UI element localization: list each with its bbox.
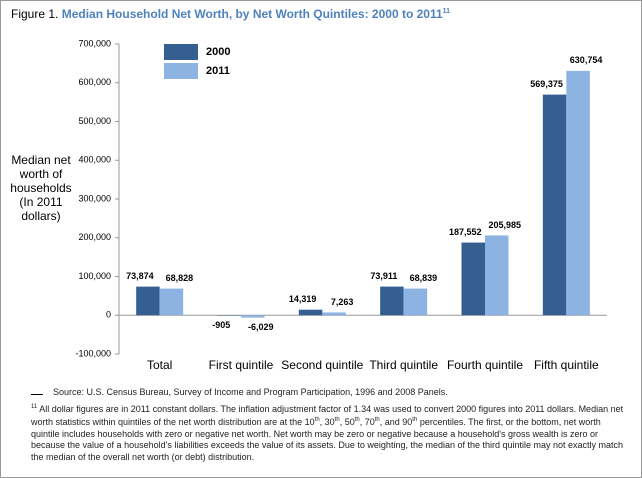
x-tick-label: Total [147, 358, 172, 372]
value-label: 68,839 [410, 273, 438, 283]
footnote-text: percentiles. The first, or the bottom, n… [31, 417, 624, 462]
footnote-text: , and 90 [379, 417, 413, 427]
y-tick-label: 100,000 [78, 271, 111, 281]
y-axis-label: dollars) [21, 209, 60, 223]
y-axis-label: Median net [11, 153, 71, 167]
bar [298, 309, 323, 316]
bar [380, 286, 404, 316]
value-label: 73,911 [370, 271, 397, 281]
y-tick-label: -100,000 [75, 348, 111, 358]
bar [136, 286, 160, 316]
value-label: -905 [212, 320, 230, 330]
footnote-text: th [314, 417, 320, 423]
y-tick-label: 500,000 [78, 116, 111, 126]
x-tick-label: Fourth quintile [447, 358, 523, 372]
y-tick-label: 600,000 [78, 77, 111, 87]
legend-label: 2000 [206, 46, 230, 58]
figure-label: Figure 1. [11, 7, 59, 21]
value-label: 205,985 [488, 220, 521, 230]
value-label: 14,319 [289, 294, 317, 304]
value-label: 73,874 [126, 271, 154, 281]
source: Source: U.S. Census Bureau, Survey of In… [53, 387, 448, 397]
footnote: 11 All dollar figures are in 2011 consta… [31, 402, 631, 464]
y-tick-label: 400,000 [78, 155, 111, 165]
footnote-text: th [334, 417, 340, 423]
value-label: -6,029 [248, 322, 274, 332]
bar [566, 70, 590, 316]
source-line: Source: U.S. Census Bureau, Survey of In… [31, 387, 631, 399]
source-rule [31, 394, 43, 395]
bar [461, 242, 485, 316]
legend-swatch [164, 63, 198, 79]
bar [322, 312, 346, 316]
footnote-text: All dollar figures are in 2011 constant … [31, 403, 624, 428]
value-label: 630,754 [570, 55, 603, 65]
footnote-text: , 50 [339, 417, 355, 427]
bar [485, 235, 509, 316]
value-label: 7,263 [331, 297, 354, 307]
y-axis-label: (In 2011 [19, 195, 62, 209]
footer: Source: U.S. Census Bureau, Survey of In… [31, 387, 631, 463]
x-tick-label: First quintile [209, 358, 274, 372]
legend-label: 2011 [206, 65, 230, 77]
title-block: Figure 1. Median Household Net Worth, by… [11, 7, 450, 21]
y-axis-label: households [10, 181, 71, 195]
footnote-text: th [374, 417, 380, 423]
chart-title: Median Household Net Worth, by Net Worth… [61, 7, 443, 21]
footnote-number: 11 [31, 403, 38, 410]
x-tick-label: Third quintile [369, 358, 438, 372]
value-label: 68,828 [166, 273, 194, 283]
bar [159, 288, 184, 316]
footnote-text: th [412, 417, 418, 423]
x-tick-label: Fifth quintile [534, 358, 599, 372]
value-label: 187,552 [449, 227, 482, 237]
y-tick-label: 300,000 [78, 193, 111, 203]
footnote-text: , 70 [359, 417, 375, 427]
legend-swatch [164, 44, 198, 60]
bar [403, 288, 428, 316]
bar [542, 94, 567, 316]
footnote-text: th [354, 417, 360, 423]
x-tick-label: Second quintile [281, 358, 363, 372]
value-label: 569,375 [530, 79, 563, 89]
bar [241, 315, 265, 318]
y-tick-label: 0 [106, 310, 111, 320]
title-note: 11 [442, 8, 451, 15]
y-tick-label: 200,000 [78, 232, 111, 242]
footnote-text: , 30 [319, 417, 335, 427]
y-tick-label: 700,000 [78, 38, 111, 48]
y-axis-label: worth of [19, 167, 63, 181]
